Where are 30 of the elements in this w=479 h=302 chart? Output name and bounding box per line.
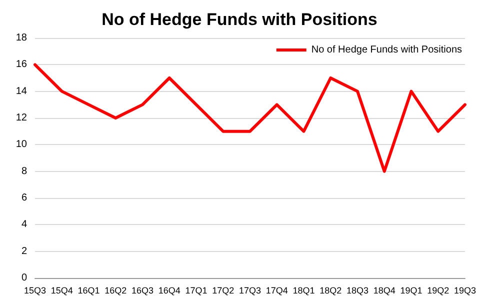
x-tick-label: 18Q4 [373,286,396,296]
y-tick-label: 6 [21,192,28,204]
y-tick-label: 12 [16,112,28,124]
legend-label: No of Hedge Funds with Positions [311,44,462,56]
y-tick-label: 10 [16,139,28,150]
x-tick-label: 18Q3 [346,286,369,296]
x-tick-label: 16Q2 [104,286,127,296]
y-tick-label: 16 [16,59,28,70]
x-tick-label: 17Q3 [238,286,262,296]
y-tick-label: 2 [21,246,28,257]
y-tick-label: 0 [21,272,28,284]
y-tick-label: 18 [16,32,28,44]
y-tick-label: 8 [21,166,28,177]
x-tick-label: 19Q3 [454,286,476,296]
x-tick-label: 19Q1 [400,286,422,296]
x-tick-label: 17Q4 [266,286,288,296]
x-tick-label: 16Q3 [131,286,154,296]
y-tick-label: 14 [16,86,28,97]
line-series [34,63,466,173]
x-tick-label: 16Q1 [78,286,100,296]
x-tick-label: 19Q2 [427,286,450,296]
y-tick-label: 4 [21,219,28,230]
x-tick-label: 18Q1 [292,286,315,296]
chart-title: No of Hedge Funds with Positions [102,10,378,29]
x-tick-label: 15Q3 [24,286,46,296]
x-tick-label: 18Q2 [320,286,342,296]
x-tick-label: 15Q4 [50,286,73,296]
x-tick-label: 16Q4 [158,286,180,296]
x-tick-label: 17Q2 [212,286,234,296]
x-tick-label: 17Q1 [185,286,208,296]
